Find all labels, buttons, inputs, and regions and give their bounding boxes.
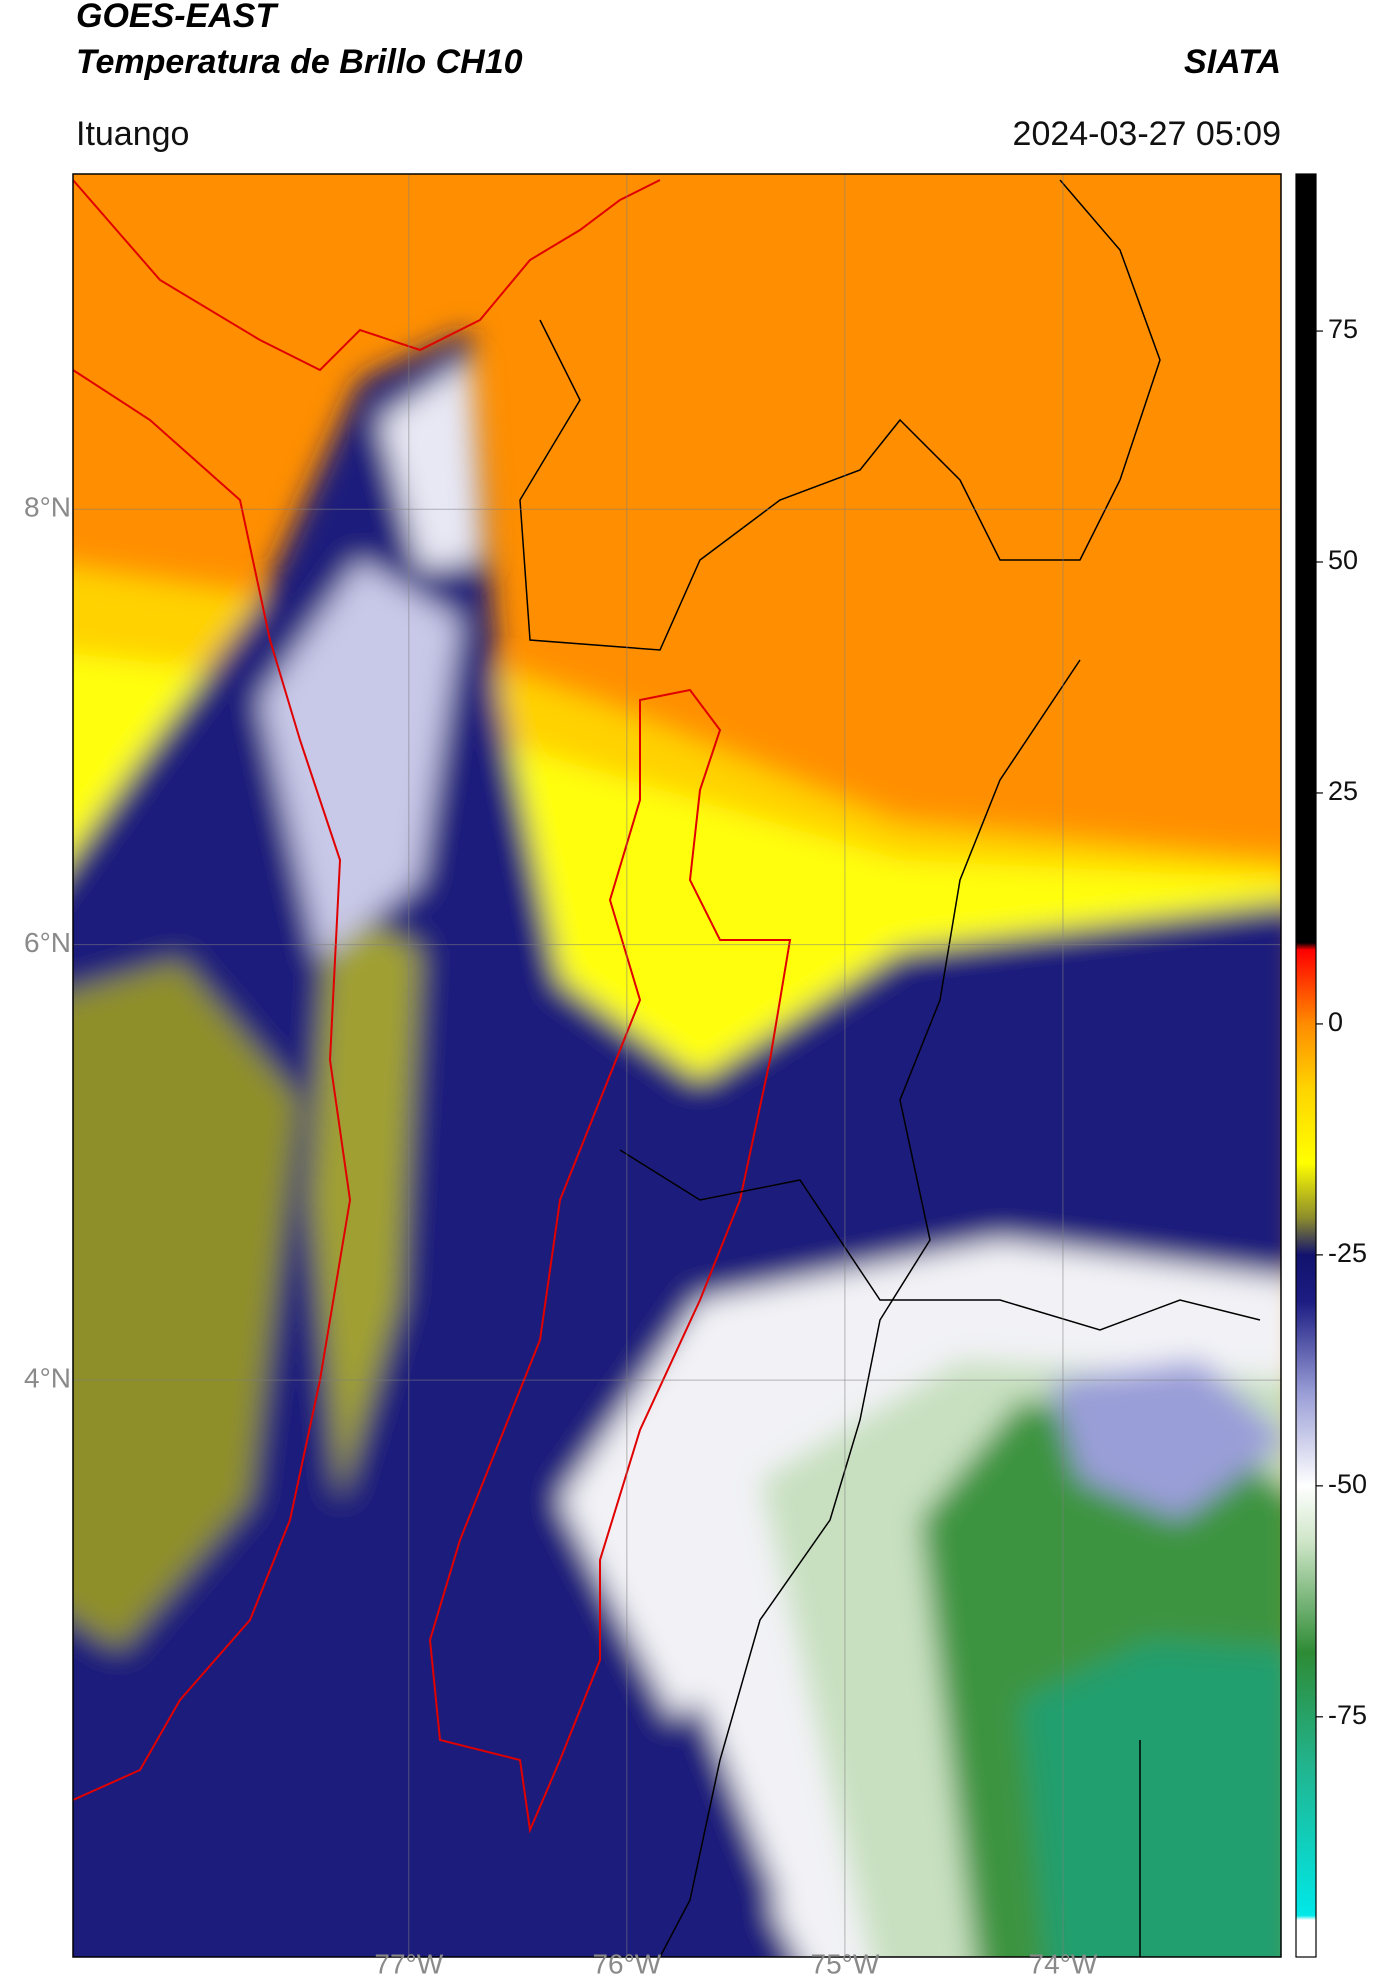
timestamp: 2024-03-27 05:09 (1013, 115, 1281, 153)
title: GOES-EAST (76, 0, 279, 35)
admin-boundary (659, 659, 1081, 1957)
colorbar-tick-label: 25 (1328, 776, 1358, 806)
coastline (73, 369, 352, 1801)
region-boundary (428, 688, 792, 1834)
colorbar-tick-label: 75 (1328, 314, 1358, 344)
colorbar-tick-label: 0 (1328, 1007, 1343, 1037)
lon-label: 75°W (811, 1948, 880, 1979)
colorbar-tick-label: -25 (1328, 1238, 1367, 1268)
location: Ituango (76, 115, 189, 153)
admin-boundary (619, 1149, 1261, 1331)
colorbar (1295, 173, 1317, 1958)
lat-label: 8°N (24, 492, 71, 523)
colorbar-tick-label: 50 (1328, 545, 1358, 575)
satellite-image (73, 174, 1281, 1957)
lon-label: 77°W (374, 1948, 443, 1979)
image-layer (380, 360, 480, 570)
lon-label: 76°W (592, 1948, 661, 1979)
colorbar-tick-label: -75 (1328, 1700, 1367, 1730)
image-layer (1050, 1360, 1281, 1520)
colorbar-tick-label: -50 (1328, 1469, 1367, 1499)
coastline (73, 179, 661, 372)
image-layer (1020, 1640, 1281, 1957)
image-layer (310, 900, 420, 1500)
image-layer (260, 560, 460, 960)
subtitle: Temperatura de Brillo CH10 (76, 43, 523, 81)
admin-boundary (519, 179, 1161, 651)
image-layer (73, 960, 300, 1650)
lon-label: 74°W (1029, 1948, 1098, 1979)
lat-label: 6°N (24, 927, 71, 958)
map-frame (72, 173, 1282, 1958)
grid (73, 174, 1281, 1957)
brand: SIATA (1184, 43, 1281, 81)
lat-label: 4°N (24, 1362, 71, 1393)
image-layer (544, 1700, 780, 1957)
